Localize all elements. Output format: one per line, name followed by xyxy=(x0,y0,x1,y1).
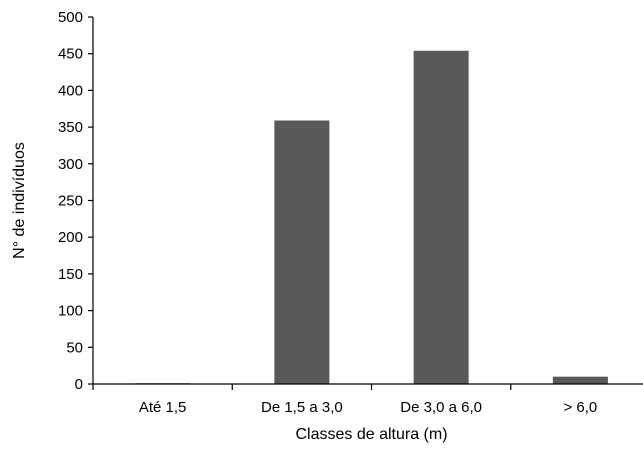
y-tick-label: 500 xyxy=(58,9,83,26)
y-tick-label: 50 xyxy=(66,339,83,356)
y-axis-ticks: 0 50 100 150 200 250 300 350 400 450 500 xyxy=(58,9,93,393)
x-axis-ticks: Até 1,5 De 1,5 a 3,0 De 3,0 a 6,0 > 6,0 xyxy=(92,384,597,416)
y-tick-label: 150 xyxy=(58,266,83,283)
y-tick-label: 450 xyxy=(58,46,83,63)
y-tick-label: 350 xyxy=(58,119,83,136)
x-tick-label: Até 1,5 xyxy=(139,399,187,416)
bars xyxy=(135,50,608,385)
y-tick-label: 0 xyxy=(75,376,83,393)
x-tick-label: > 6,0 xyxy=(563,399,597,416)
y-tick-label: 250 xyxy=(58,193,83,210)
y-tick-label: 200 xyxy=(58,229,83,246)
bar xyxy=(274,120,330,384)
x-axis-title: Classes de altura (m) xyxy=(295,426,447,443)
x-tick-label: De 1,5 a 3,0 xyxy=(261,399,343,416)
y-tick-label: 300 xyxy=(58,156,83,173)
x-tick-label: De 3,0 a 6,0 xyxy=(400,399,482,416)
bar xyxy=(552,376,608,384)
bar xyxy=(413,50,469,384)
y-tick-label: 400 xyxy=(58,82,83,99)
y-tick-label: 100 xyxy=(58,303,83,320)
y-axis-title: N° de indivíduos xyxy=(11,142,28,259)
